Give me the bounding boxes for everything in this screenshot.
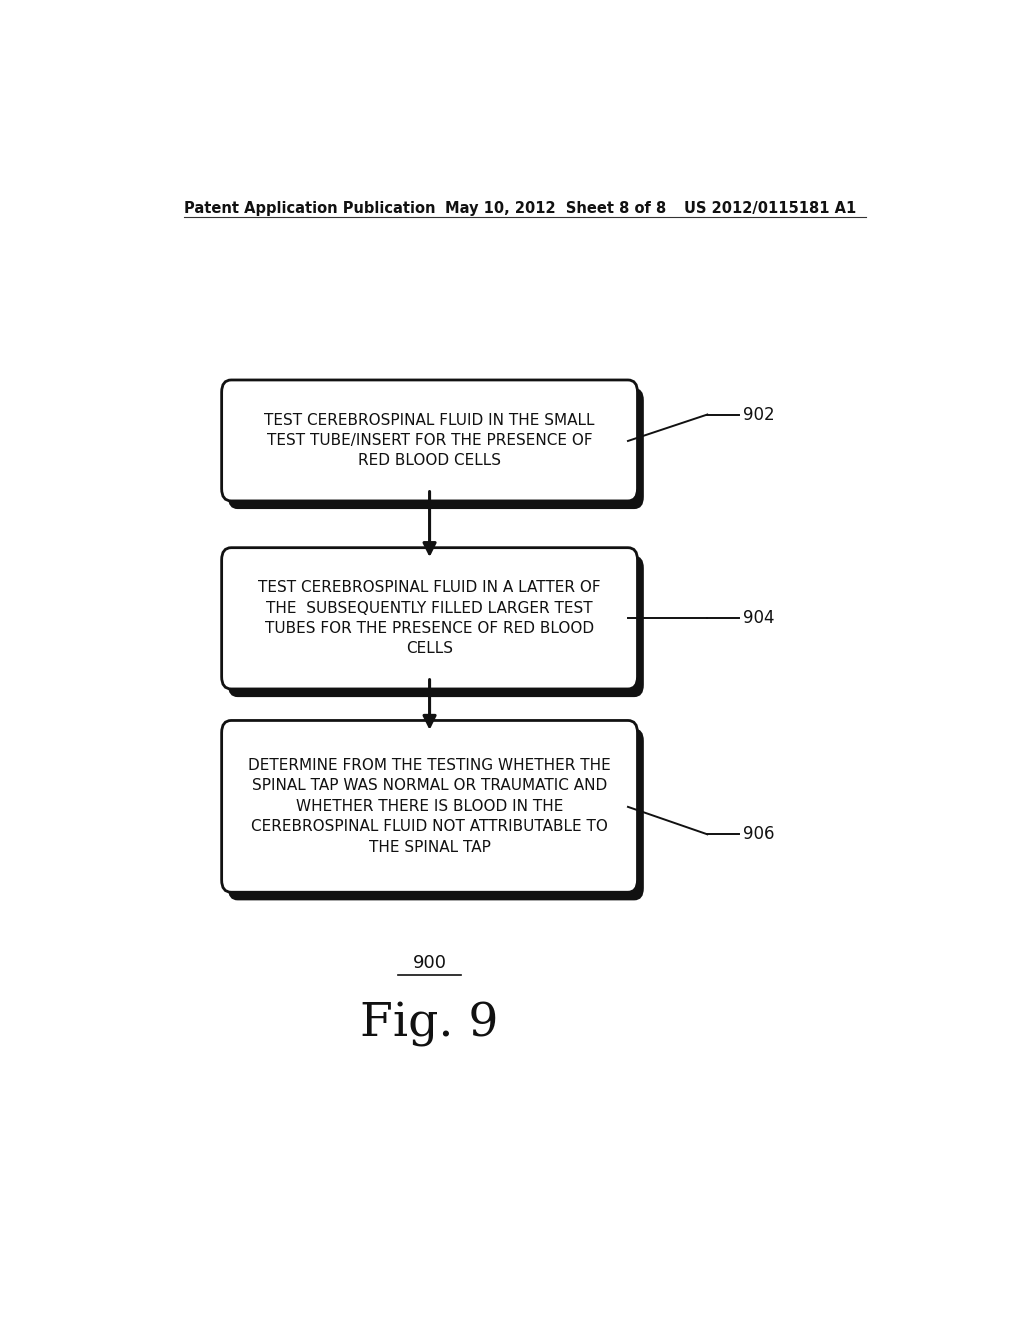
Text: 904: 904 bbox=[743, 609, 774, 627]
Text: May 10, 2012  Sheet 8 of 8: May 10, 2012 Sheet 8 of 8 bbox=[445, 201, 667, 216]
Text: 900: 900 bbox=[413, 953, 446, 972]
Text: TEST CEREBROSPINAL FLUID IN THE SMALL
TEST TUBE/INSERT FOR THE PRESENCE OF
RED B: TEST CEREBROSPINAL FLUID IN THE SMALL TE… bbox=[264, 413, 595, 469]
FancyBboxPatch shape bbox=[228, 729, 644, 900]
Text: Patent Application Publication: Patent Application Publication bbox=[183, 201, 435, 216]
Text: TEST CEREBROSPINAL FLUID IN A LATTER OF
THE  SUBSEQUENTLY FILLED LARGER TEST
TUB: TEST CEREBROSPINAL FLUID IN A LATTER OF … bbox=[258, 581, 601, 656]
Text: US 2012/0115181 A1: US 2012/0115181 A1 bbox=[684, 201, 856, 216]
Text: Fig. 9: Fig. 9 bbox=[360, 1002, 499, 1047]
Text: 906: 906 bbox=[743, 825, 774, 843]
FancyBboxPatch shape bbox=[221, 548, 638, 689]
Text: 902: 902 bbox=[743, 405, 775, 424]
FancyBboxPatch shape bbox=[228, 556, 644, 697]
FancyBboxPatch shape bbox=[221, 721, 638, 892]
Text: DETERMINE FROM THE TESTING WHETHER THE
SPINAL TAP WAS NORMAL OR TRAUMATIC AND
WH: DETERMINE FROM THE TESTING WHETHER THE S… bbox=[248, 758, 611, 854]
FancyBboxPatch shape bbox=[221, 380, 638, 500]
FancyBboxPatch shape bbox=[228, 388, 644, 510]
